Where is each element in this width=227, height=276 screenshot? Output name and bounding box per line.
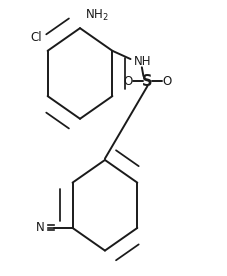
Text: Cl: Cl bbox=[30, 31, 42, 44]
Text: N: N bbox=[35, 221, 44, 234]
Text: O: O bbox=[123, 75, 132, 87]
Text: NH$_2$: NH$_2$ bbox=[84, 7, 108, 23]
Text: O: O bbox=[161, 75, 171, 87]
Text: NH: NH bbox=[133, 55, 151, 68]
Text: S: S bbox=[142, 73, 152, 89]
